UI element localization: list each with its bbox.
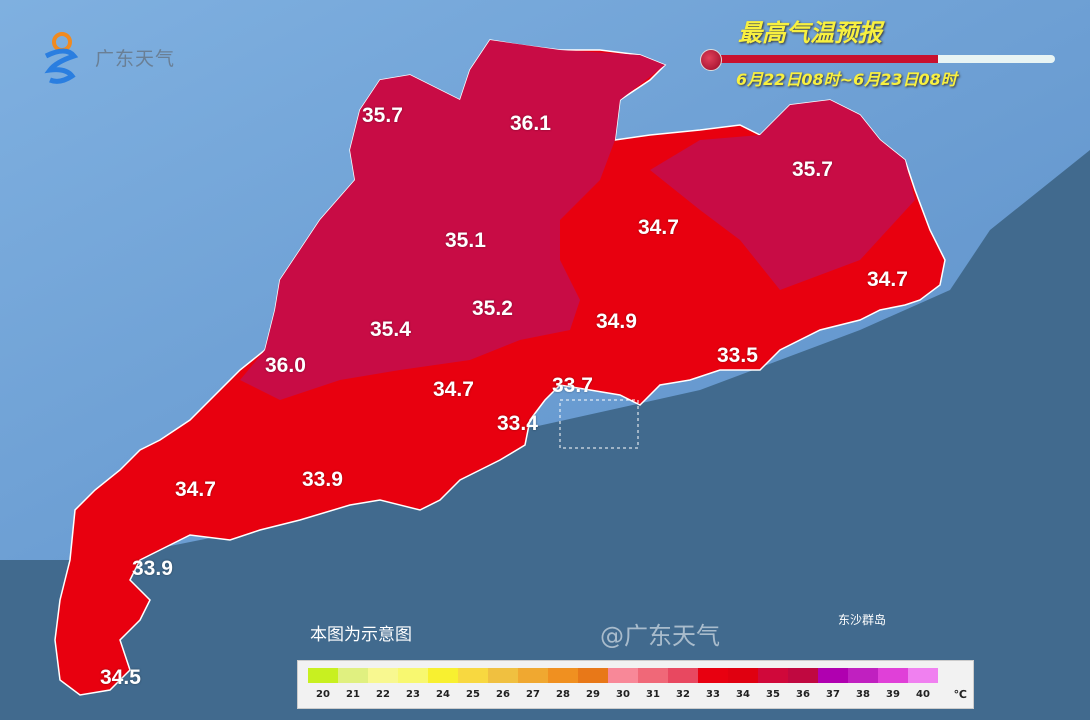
legend-label: 35 (766, 689, 780, 700)
legend-label: 39 (886, 689, 900, 700)
temp-label: 34.7 (638, 216, 679, 239)
map-title: 最高气温预报 (738, 19, 882, 47)
legend-swatch (668, 668, 698, 683)
legend-swatch (818, 668, 848, 683)
temp-label: 33.9 (132, 557, 173, 580)
legend-swatch (428, 668, 458, 683)
legend-swatch (698, 668, 728, 683)
legend-label: 25 (466, 689, 480, 700)
temp-label: 33.5 (717, 344, 758, 367)
weather-logo-icon (44, 32, 79, 84)
legend-swatch (908, 668, 938, 683)
legend-swatch (758, 668, 788, 683)
temp-label: 36.0 (265, 354, 306, 377)
legend-label: 22 (376, 689, 390, 700)
legend-swatch (398, 668, 428, 683)
temp-label: 35.2 (472, 297, 513, 320)
legend-swatch (878, 668, 908, 683)
forecast-period: 6月22日08时~6月23日08时 (736, 70, 957, 89)
temp-label: 35.7 (362, 104, 403, 127)
temp-label: 35.4 (370, 318, 411, 341)
legend-label: 40 (916, 689, 930, 700)
logo (36, 26, 96, 86)
thermometer-graphic (700, 49, 1055, 71)
legend-label: 28 (556, 689, 570, 700)
legend-swatch (728, 668, 758, 683)
legend-swatch (488, 668, 518, 683)
province-very-hot-area (240, 40, 665, 400)
temp-label: 34.7 (175, 478, 216, 501)
legend-label: 27 (526, 689, 540, 700)
legend-swatch (578, 668, 608, 683)
temp-label: 34.5 (100, 666, 141, 689)
legend-label: 23 (406, 689, 420, 700)
legend-swatch (458, 668, 488, 683)
legend-label: 38 (856, 689, 870, 700)
legend-label: 36 (796, 689, 810, 700)
legend-label: 26 (496, 689, 510, 700)
watermark: @广东天气 (600, 622, 720, 650)
legend-label: 20 (316, 689, 330, 700)
legend-label: 30 (616, 689, 630, 700)
temp-label: 35.7 (792, 158, 833, 181)
temp-label: 34.7 (433, 378, 474, 401)
legend-label: 31 (646, 689, 660, 700)
legend-swatch (518, 668, 548, 683)
temp-label: 34.9 (596, 310, 637, 333)
legend-label: 21 (346, 689, 360, 700)
legend-label: 32 (676, 689, 690, 700)
legend-swatch (308, 668, 338, 683)
legend-label: 33 (706, 689, 720, 700)
temp-label: 34.7 (867, 268, 908, 291)
logo-text: 广东天气 (95, 48, 176, 70)
legend-swatch (338, 668, 368, 683)
legend-label: 34 (736, 689, 750, 700)
legend-swatch (368, 668, 398, 683)
hongkong-macau-box (559, 399, 639, 449)
temp-label: 33.9 (302, 468, 343, 491)
legend-swatch (608, 668, 638, 683)
schematic-note: 本图为示意图 (310, 625, 412, 645)
legend-unit: ℃ (953, 688, 967, 701)
temp-label: 33.4 (497, 412, 538, 435)
temperature-legend: 20 21 22 23 24 25 26 27 28 29 30 31 32 33 34 35 36 37 38 39… (297, 660, 974, 709)
province-very-hot-area-east (650, 100, 915, 290)
temp-label: 35.1 (445, 229, 486, 252)
temp-label: 33.7 (552, 374, 593, 397)
legend-swatch (848, 668, 878, 683)
legend-swatch (548, 668, 578, 683)
legend-label: 29 (586, 689, 600, 700)
legend-swatch (638, 668, 668, 683)
temp-label: 36.1 (510, 112, 551, 135)
legend-label: 37 (826, 689, 840, 700)
legend-swatch (788, 668, 818, 683)
island-label: 东沙群岛 (838, 613, 887, 627)
legend-label: 24 (436, 689, 450, 700)
